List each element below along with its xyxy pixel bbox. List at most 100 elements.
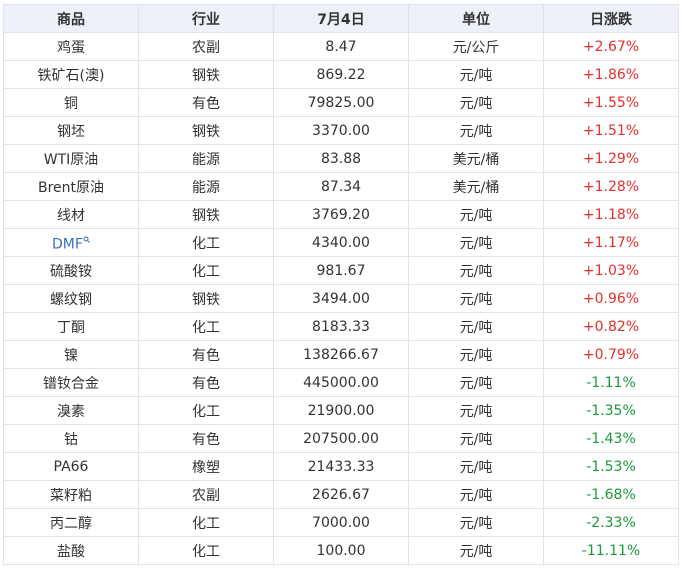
table-cell: DMF — [3, 228, 139, 257]
table-cell: -1.35% — [543, 396, 679, 425]
table-cell: 元/吨 — [408, 60, 544, 89]
commodity-link[interactable]: DMF — [52, 236, 83, 253]
table-cell: -1.53% — [543, 452, 679, 481]
table-cell: 87.34 — [273, 172, 409, 201]
cell-text: 美元/桶 — [452, 179, 500, 196]
cell-text: 有色 — [192, 375, 220, 392]
cell-text: 线材 — [57, 207, 85, 224]
cell-text: 溴素 — [57, 403, 85, 420]
table-row: 线材 钢铁 3769.20 元/吨 +1.18% — [3, 200, 679, 229]
cell-text: +1.29% — [582, 150, 640, 167]
table-cell: 化工 — [138, 536, 274, 565]
cell-text: 869.22 — [316, 66, 366, 83]
table-cell: +1.28% — [543, 172, 679, 201]
table-cell: 3370.00 — [273, 116, 409, 145]
cell-text: 元/吨 — [459, 347, 493, 364]
table-cell: 能源 — [138, 144, 274, 173]
table-cell: 元/吨 — [408, 256, 544, 285]
table-cell: 元/吨 — [408, 200, 544, 229]
cell-text: 87.34 — [320, 178, 362, 195]
search-icon[interactable] — [83, 232, 90, 246]
cell-text: 化工 — [192, 403, 220, 420]
cell-text: +2.67% — [582, 38, 640, 55]
table-cell: 869.22 — [273, 60, 409, 89]
table-cell: +1.51% — [543, 116, 679, 145]
cell-text: 化工 — [192, 263, 220, 280]
table-cell: 化工 — [138, 312, 274, 341]
table-row: 鸡蛋 农副 8.47 元/公斤 +2.67% — [3, 32, 679, 61]
table-cell: 元/吨 — [408, 396, 544, 425]
table-cell: +0.96% — [543, 284, 679, 313]
header-cell: 商品 — [3, 4, 139, 33]
table-cell: -2.33% — [543, 508, 679, 537]
cell-text: 有色 — [192, 347, 220, 364]
cell-text: 3370.00 — [312, 122, 370, 139]
table-cell: 元/吨 — [408, 452, 544, 481]
table-cell: 8183.33 — [273, 312, 409, 341]
cell-text: 元/吨 — [459, 459, 493, 476]
cell-text: +1.86% — [582, 66, 640, 83]
cell-text: +1.17% — [582, 234, 640, 251]
cell-text: 丁酮 — [57, 319, 85, 336]
cell-text: 菜籽粕 — [50, 487, 92, 504]
table-cell: 丙二醇 — [3, 508, 139, 537]
table-cell: 化工 — [138, 508, 274, 537]
table-cell: 化工 — [138, 228, 274, 257]
table-cell: -1.11% — [543, 368, 679, 397]
table-cell: 美元/桶 — [408, 172, 544, 201]
table-cell: 钢坯 — [3, 116, 139, 145]
table-row: 钴 有色 207500.00 元/吨 -1.43% — [3, 424, 679, 453]
table-cell: 能源 — [138, 172, 274, 201]
table-cell: 元/吨 — [408, 424, 544, 453]
cell-text: 2626.67 — [312, 486, 370, 503]
cell-text: +0.82% — [582, 318, 640, 335]
cell-text: 钢铁 — [192, 67, 220, 84]
cell-text: 丙二醇 — [50, 515, 92, 532]
cell-text: 农副 — [192, 39, 220, 56]
cell-text: 元/吨 — [459, 515, 493, 532]
table-cell: 3769.20 — [273, 200, 409, 229]
table-cell: 橡塑 — [138, 452, 274, 481]
table-row: 螺纹钢 钢铁 3494.00 元/吨 +0.96% — [3, 284, 679, 313]
table-row: 镨钕合金 有色 445000.00 元/吨 -1.11% — [3, 368, 679, 397]
table-cell: 线材 — [3, 200, 139, 229]
table-cell: 元/吨 — [408, 284, 544, 313]
cell-text: 钢坯 — [57, 123, 85, 140]
cell-text: 钴 — [64, 431, 78, 448]
cell-text: +1.51% — [582, 122, 640, 139]
table-cell: 有色 — [138, 368, 274, 397]
cell-text: -1.11% — [586, 374, 636, 391]
table-cell: 7000.00 — [273, 508, 409, 537]
cell-text: 硫酸铵 — [50, 263, 92, 280]
cell-text: +1.28% — [582, 178, 640, 195]
table-cell: 2626.67 — [273, 480, 409, 509]
cell-text: -11.11% — [581, 542, 641, 559]
table-cell: 钢铁 — [138, 200, 274, 229]
cell-text: 3494.00 — [312, 290, 370, 307]
table-cell: 镍 — [3, 340, 139, 369]
table-row: 菜籽粕 农副 2626.67 元/吨 -1.68% — [3, 480, 679, 509]
table-cell: 螺纹钢 — [3, 284, 139, 313]
header-cell: 日涨跌 — [543, 4, 679, 33]
cell-text: 化工 — [192, 235, 220, 252]
cell-text: 农副 — [192, 487, 220, 504]
table-cell: 农副 — [138, 32, 274, 61]
cell-text: 元/吨 — [459, 403, 493, 420]
table-cell: 8.47 — [273, 32, 409, 61]
table-cell: 445000.00 — [273, 368, 409, 397]
table-cell: 21900.00 — [273, 396, 409, 425]
table-cell: +2.67% — [543, 32, 679, 61]
cell-text: 元/吨 — [459, 67, 493, 84]
cell-text: -1.35% — [586, 402, 636, 419]
table-cell: 有色 — [138, 340, 274, 369]
cell-text: 8183.33 — [312, 318, 370, 335]
cell-text: -1.43% — [586, 430, 636, 447]
cell-text: 鸡蛋 — [57, 39, 85, 56]
cell-text: 有色 — [192, 95, 220, 112]
cell-text: 元/吨 — [459, 543, 493, 560]
table-cell: 3494.00 — [273, 284, 409, 313]
table-cell: 元/吨 — [408, 116, 544, 145]
table-cell: 79825.00 — [273, 88, 409, 117]
cell-text: 化工 — [192, 543, 220, 560]
